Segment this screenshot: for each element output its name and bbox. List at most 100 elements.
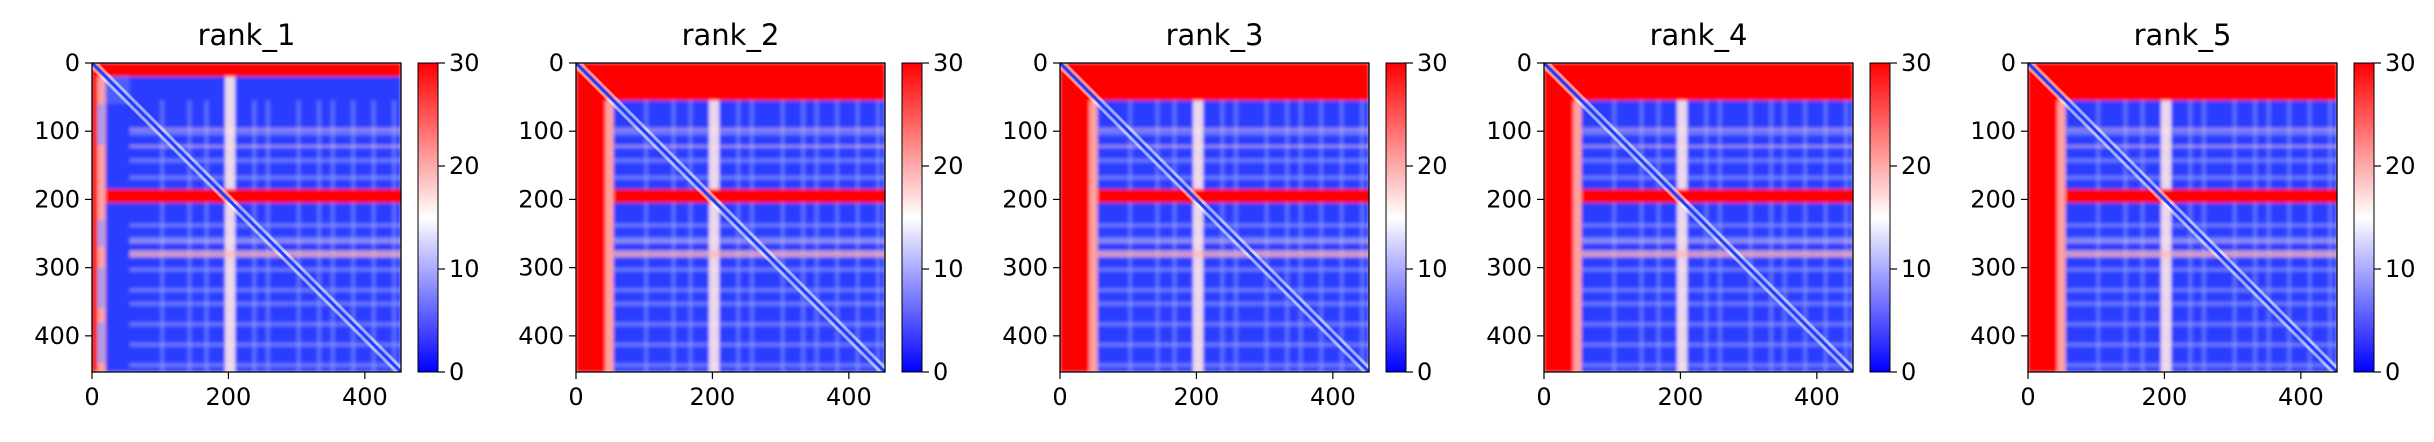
heatmap-stripe-row <box>129 267 401 272</box>
heatmap-stripe-row <box>129 158 401 163</box>
heatmap-panel-3: rank_3 0 100 200 300 400 0 200 400 0 10 20 30 <box>1002 18 1448 411</box>
y-tick-label: 400 <box>1970 322 2016 350</box>
y-tick-label: 400 <box>518 322 564 350</box>
heatmap-diagonal <box>1060 63 1369 372</box>
heatmap-stripe-col <box>1748 100 1753 372</box>
y-tick-label: 0 <box>1033 49 1048 77</box>
heatmap-red-top-band <box>92 63 401 77</box>
colorbar-tick-label: 20 <box>2385 152 2416 180</box>
heatmap-stripe-col <box>351 100 356 372</box>
heatmap-stripe-row <box>2065 363 2337 368</box>
heatmap-stripe-col <box>688 100 693 372</box>
y-tick-label: 400 <box>1002 322 1048 350</box>
colorbar-tick-label: 0 <box>933 358 948 386</box>
heatmap-stripe-col <box>204 100 209 372</box>
heatmap-red-row-band <box>235 189 401 203</box>
heatmap-stripe-row <box>2065 131 2337 136</box>
colorbar <box>2353 62 2375 373</box>
chart-title: rank_4 <box>1650 18 1748 52</box>
y-tick-label: 0 <box>1517 49 1532 77</box>
colorbar-tick-label: 0 <box>1417 358 1432 386</box>
heatmap-stripe-row <box>1581 127 1853 131</box>
heatmap-stripe-row <box>2065 223 2337 228</box>
heatmap-stripe-col <box>2287 100 2292 372</box>
heatmap-stripe-col <box>1360 100 1365 372</box>
heatmap-stripe-row <box>1581 342 1853 347</box>
heatmap-stripe-row <box>129 363 401 368</box>
heatmap-texture <box>1544 63 1853 372</box>
heatmap-stripe-col <box>2140 100 2145 372</box>
y-tick-label: 400 <box>34 322 80 350</box>
heatmap-body <box>576 63 885 372</box>
x-tick-label: 0 <box>568 383 583 411</box>
heatmap-stripe-col <box>1285 100 1290 372</box>
heatmap-pale-strip <box>605 100 614 372</box>
heatmap-stripe-row <box>1097 301 1369 306</box>
colorbar-tick-label: 0 <box>1901 358 1916 386</box>
heatmap-stripe-row <box>1581 322 1853 327</box>
heatmap-light-row <box>1581 250 1853 258</box>
y-tick-label: 300 <box>518 254 564 282</box>
plot-frame <box>1543 62 1854 373</box>
heatmap-stripe-row <box>129 301 401 306</box>
heatmap-stripe-col <box>1656 100 1661 372</box>
heatmap-stripe-col <box>392 100 397 372</box>
heatmap-diagonal <box>1544 63 1853 372</box>
plot-frame <box>2027 62 2338 373</box>
x-tick-label: 400 <box>1794 383 1840 411</box>
y-tick-label: 0 <box>549 49 564 77</box>
heatmap-stripe-row <box>2065 267 2337 272</box>
heatmap-light-row <box>1097 250 1369 258</box>
y-tick-label: 100 <box>1486 117 1532 145</box>
heatmap-stripe-row <box>129 127 401 131</box>
heatmap-stripe-row <box>1097 288 1369 293</box>
x-tick-label: 400 <box>342 383 388 411</box>
x-tick-label: 200 <box>1174 383 1220 411</box>
heatmap-stripe-row <box>2065 158 2337 163</box>
heatmap-stripe-row <box>613 158 885 163</box>
y-tick-label: 200 <box>1002 185 1048 213</box>
y-tick-label: 100 <box>518 117 564 145</box>
y-tick-label: 400 <box>1486 322 1532 350</box>
heatmap-stripe-row <box>2065 301 2337 306</box>
heatmap-light-column <box>2161 63 2172 372</box>
heatmap-stripe-col <box>1704 100 1709 372</box>
x-tick-label: 200 <box>206 383 252 411</box>
heatmap-stripe-row <box>2065 342 2337 347</box>
heatmap-light-column <box>1193 63 1204 372</box>
y-tick-label: 0 <box>2001 49 2016 77</box>
chart-title: rank_5 <box>2134 18 2232 52</box>
colorbar-tick-label: 10 <box>1417 255 1448 283</box>
colorbar <box>417 62 439 373</box>
heatmap-stripe-row <box>129 131 401 136</box>
heatmap-stripe-row <box>613 131 885 136</box>
heatmap-stripe-row <box>2065 127 2337 131</box>
heatmap-stripe-col <box>1128 100 1133 372</box>
heatmap-stripe-col <box>1769 100 1774 372</box>
heatmap-red-top-band <box>1060 63 1369 101</box>
heatmap-stripe-col <box>1172 100 1177 372</box>
colorbar-tick-label: 20 <box>449 152 480 180</box>
heatmap-stripe-row <box>1097 223 1369 228</box>
colorbar-tick-label: 20 <box>1901 152 1932 180</box>
heatmap-stripe-row <box>1097 175 1369 180</box>
heatmap-stripe-col <box>1782 100 1787 372</box>
x-tick-label: 0 <box>1052 383 1067 411</box>
heatmap-stripe-col <box>317 100 322 372</box>
plot-frame <box>91 62 402 373</box>
heatmap-body <box>92 63 401 372</box>
colorbar-tick-label: 30 <box>1417 49 1448 77</box>
heatmap-stripe-col <box>2232 100 2237 372</box>
colorbar-tick-label: 10 <box>1901 255 1932 283</box>
x-tick-label: 0 <box>84 383 99 411</box>
heatmap-stripe-col <box>1339 100 1344 372</box>
heatmap-diagonal <box>576 63 885 372</box>
heatmap-stripe-col <box>2123 100 2128 372</box>
y-tick-label: 300 <box>1486 254 1532 282</box>
heatmap-stripe-col <box>1639 100 1644 372</box>
heatmap-stripe-col <box>2188 100 2193 372</box>
heatmap-stripe-col <box>2266 100 2271 372</box>
heatmap-panel-2: rank_2 0 100 200 300 400 0 200 400 0 10 20 30 <box>518 18 963 411</box>
heatmap-stripe-row <box>129 342 401 347</box>
heatmap-panel-4: rank_4 0 100 200 300 400 0 200 400 0 10 20 30 <box>1486 18 1932 411</box>
